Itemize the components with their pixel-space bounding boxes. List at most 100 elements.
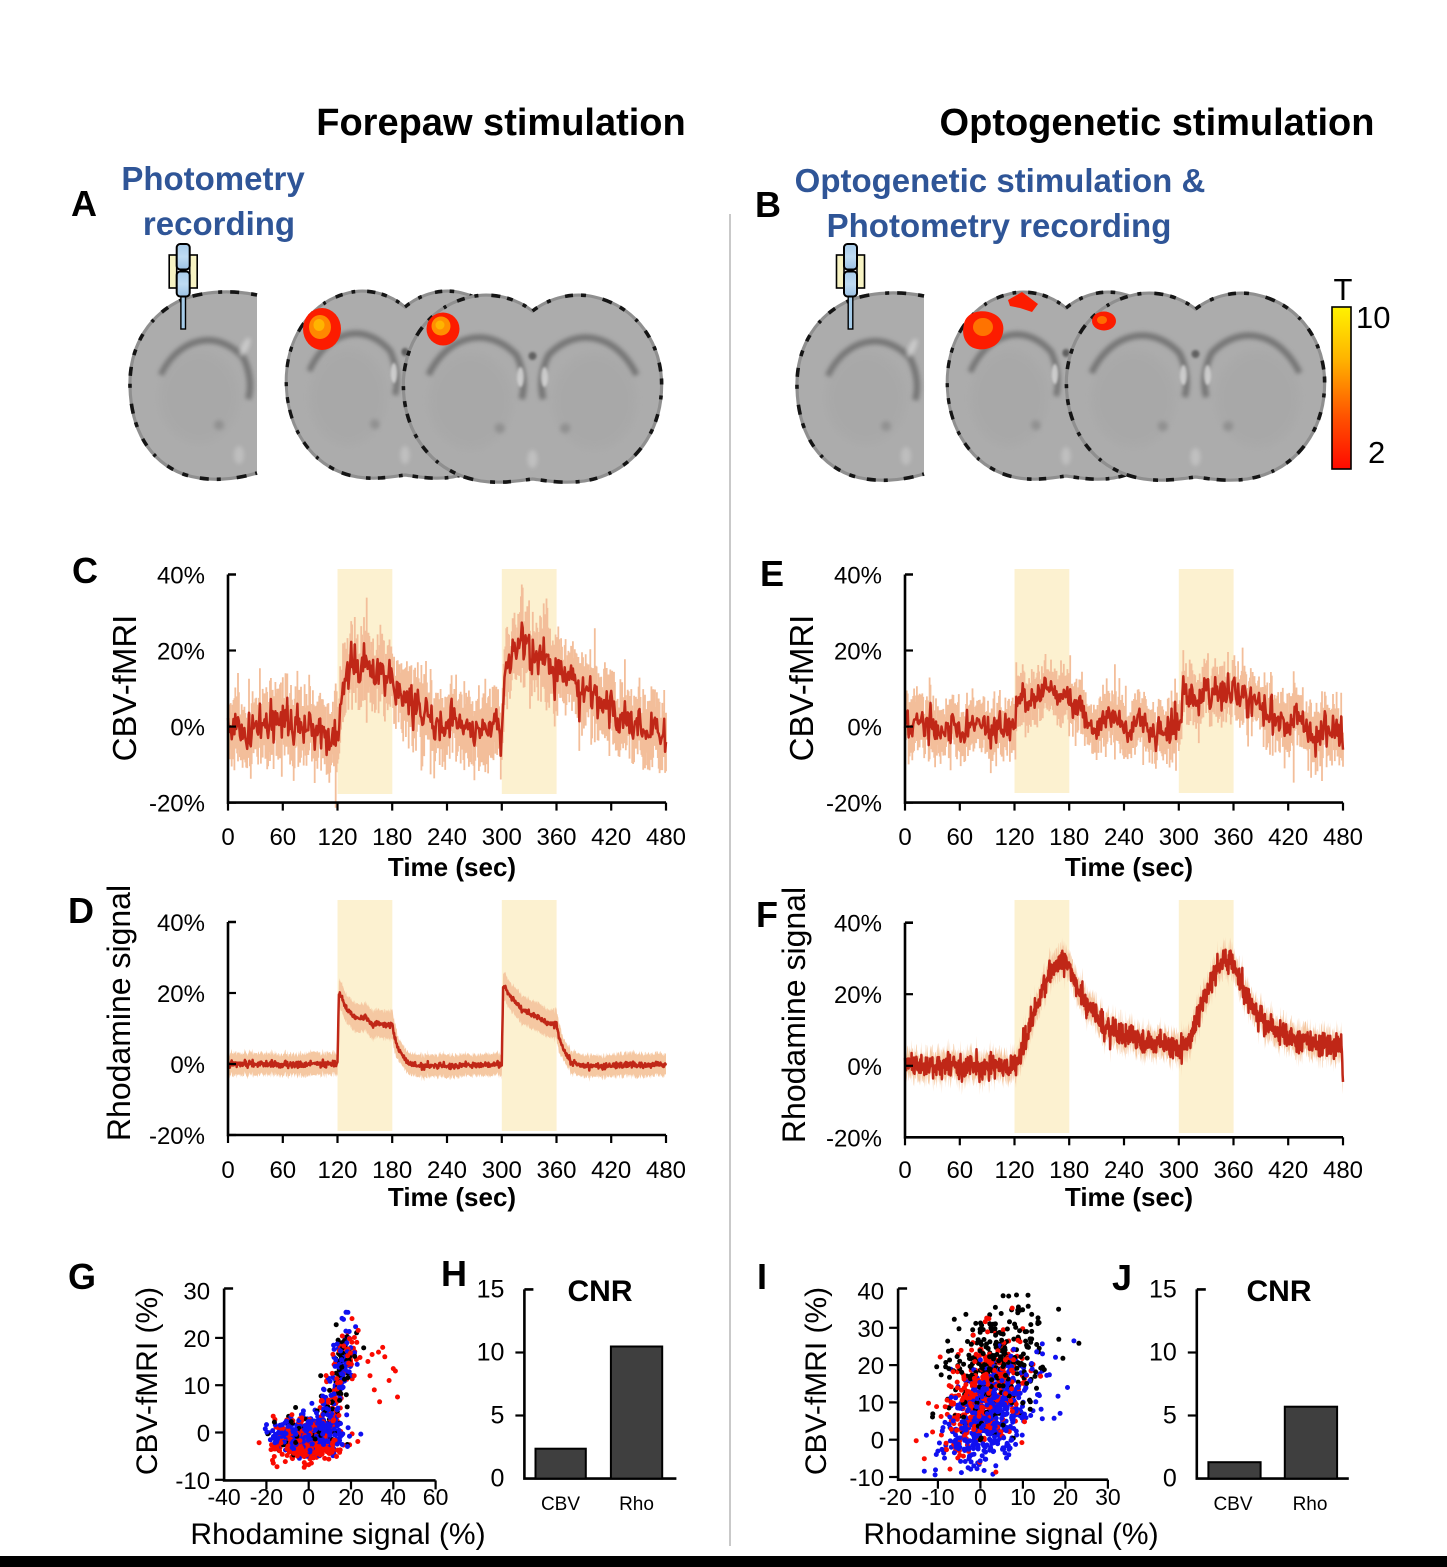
svg-text:A: A <box>71 183 97 224</box>
svg-text:480: 480 <box>646 824 686 851</box>
svg-text:10: 10 <box>1010 1484 1036 1510</box>
svg-text:recording: recording <box>143 205 295 242</box>
svg-text:0: 0 <box>898 824 911 851</box>
svg-text:40%: 40% <box>157 563 205 590</box>
svg-text:30: 30 <box>183 1279 210 1306</box>
svg-text:40%: 40% <box>157 910 205 937</box>
svg-text:0: 0 <box>871 1428 884 1455</box>
svg-text:Photometry: Photometry <box>121 160 305 197</box>
svg-text:360: 360 <box>1213 1157 1253 1184</box>
svg-text:20: 20 <box>338 1484 364 1510</box>
svg-text:Time (sec): Time (sec) <box>1065 852 1193 882</box>
svg-text:20: 20 <box>1053 1484 1079 1510</box>
svg-text:-10: -10 <box>849 1465 884 1492</box>
svg-text:60: 60 <box>946 1157 973 1184</box>
svg-text:60: 60 <box>423 1484 449 1510</box>
svg-text:0: 0 <box>1163 1465 1177 1493</box>
svg-text:20%: 20% <box>834 982 882 1009</box>
svg-text:180: 180 <box>1049 1157 1089 1184</box>
svg-text:300: 300 <box>1159 824 1199 851</box>
svg-text:2: 2 <box>1368 435 1385 470</box>
svg-text:-20%: -20% <box>826 1125 882 1152</box>
svg-text:10: 10 <box>857 1390 884 1417</box>
svg-text:Rhodamine signal (%): Rhodamine signal (%) <box>190 1518 485 1551</box>
svg-text:0%: 0% <box>847 715 882 742</box>
svg-text:240: 240 <box>427 824 467 851</box>
svg-text:30: 30 <box>1095 1484 1121 1510</box>
svg-text:0%: 0% <box>170 1052 205 1079</box>
svg-text:40: 40 <box>857 1279 884 1306</box>
svg-text:I: I <box>757 1256 767 1297</box>
svg-text:Time (sec): Time (sec) <box>388 852 516 882</box>
svg-text:40%: 40% <box>834 563 882 590</box>
svg-text:480: 480 <box>1323 824 1363 851</box>
svg-text:0%: 0% <box>170 715 205 742</box>
svg-text:20%: 20% <box>834 639 882 666</box>
svg-text:420: 420 <box>591 824 631 851</box>
svg-text:Rhodamine signal: Rhodamine signal <box>776 887 812 1143</box>
svg-text:60: 60 <box>269 1157 296 1184</box>
svg-text:420: 420 <box>591 1157 631 1184</box>
svg-text:Time (sec): Time (sec) <box>388 1182 516 1212</box>
svg-text:120: 120 <box>317 1157 357 1184</box>
svg-text:E: E <box>760 553 784 594</box>
svg-text:240: 240 <box>427 1157 467 1184</box>
svg-text:H: H <box>441 1253 467 1294</box>
svg-text:Rhodamine signal (%): Rhodamine signal (%) <box>863 1518 1158 1551</box>
svg-text:F: F <box>756 894 778 935</box>
svg-text:Forepaw stimulation: Forepaw stimulation <box>316 102 685 144</box>
svg-text:Rho: Rho <box>1293 1494 1328 1515</box>
svg-text:15: 15 <box>477 1275 505 1303</box>
svg-text:-20%: -20% <box>149 1123 205 1150</box>
svg-text:-40: -40 <box>207 1484 240 1510</box>
svg-text:CNR: CNR <box>1247 1275 1312 1308</box>
svg-text:60: 60 <box>269 824 296 851</box>
svg-text:CBV-fMRI (%): CBV-fMRI (%) <box>131 1287 164 1475</box>
svg-text:0: 0 <box>898 1157 911 1184</box>
svg-text:240: 240 <box>1104 1157 1144 1184</box>
svg-text:Optogenetic stimulation: Optogenetic stimulation <box>940 102 1375 144</box>
svg-text:40: 40 <box>381 1484 407 1510</box>
svg-text:-20: -20 <box>879 1484 912 1510</box>
svg-text:60: 60 <box>946 824 973 851</box>
svg-text:15: 15 <box>1149 1275 1177 1303</box>
svg-text:0: 0 <box>302 1484 315 1510</box>
svg-text:CBV: CBV <box>1213 1494 1252 1515</box>
svg-text:5: 5 <box>490 1402 504 1430</box>
svg-text:120: 120 <box>994 1157 1034 1184</box>
svg-text:-10: -10 <box>175 1468 210 1495</box>
svg-text:G: G <box>68 1256 96 1297</box>
svg-text:C: C <box>72 550 98 591</box>
svg-text:300: 300 <box>1159 1157 1199 1184</box>
svg-text:B: B <box>755 184 781 225</box>
svg-text:20: 20 <box>183 1326 210 1353</box>
svg-text:10: 10 <box>1149 1339 1177 1367</box>
svg-text:180: 180 <box>372 824 412 851</box>
svg-text:10: 10 <box>183 1373 210 1400</box>
svg-text:240: 240 <box>1104 824 1144 851</box>
svg-text:10: 10 <box>477 1339 505 1367</box>
svg-text:120: 120 <box>994 824 1034 851</box>
svg-text:Optogenetic stimulation &: Optogenetic stimulation & <box>795 162 1206 199</box>
svg-text:-10: -10 <box>921 1484 954 1510</box>
svg-text:CNR: CNR <box>568 1275 633 1308</box>
svg-text:Rho: Rho <box>619 1494 654 1515</box>
svg-text:J: J <box>1112 1257 1132 1298</box>
svg-text:480: 480 <box>646 1157 686 1184</box>
svg-text:CBV-fMRI: CBV-fMRI <box>106 615 143 762</box>
svg-text:180: 180 <box>372 1157 412 1184</box>
svg-text:360: 360 <box>536 1157 576 1184</box>
svg-text:CBV-fMRI: CBV-fMRI <box>783 615 820 762</box>
svg-text:5: 5 <box>1163 1402 1177 1430</box>
svg-text:-20%: -20% <box>826 791 882 818</box>
svg-text:480: 480 <box>1323 1157 1363 1184</box>
svg-text:10: 10 <box>1356 300 1390 335</box>
svg-text:Rhodamine signal: Rhodamine signal <box>101 885 137 1141</box>
svg-text:30: 30 <box>857 1316 884 1343</box>
svg-text:0: 0 <box>221 824 234 851</box>
svg-text:180: 180 <box>1049 824 1089 851</box>
svg-text:0%: 0% <box>847 1054 882 1081</box>
svg-text:360: 360 <box>1213 824 1253 851</box>
svg-text:20%: 20% <box>157 981 205 1008</box>
svg-text:0: 0 <box>221 1157 234 1184</box>
